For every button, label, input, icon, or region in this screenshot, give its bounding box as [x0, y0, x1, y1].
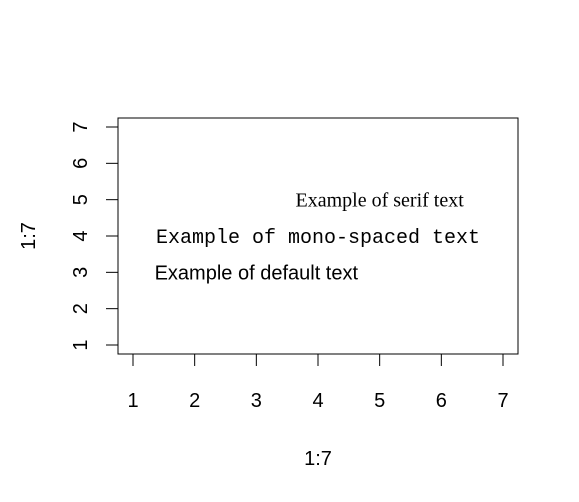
- y-tick-label: 1: [70, 339, 92, 350]
- annotations: Example of default text Example of mono-s…: [155, 190, 480, 285]
- y-tick-label: 6: [70, 158, 92, 169]
- x-tick-label: 6: [436, 390, 447, 412]
- y-tick-label: 3: [70, 267, 92, 278]
- y-tick-label: 4: [70, 230, 92, 241]
- x-tick-label: 5: [374, 390, 385, 412]
- x-tick-label: 3: [251, 390, 262, 412]
- y-axis: 1 2 3 4 5 6 7: [70, 121, 119, 351]
- y-axis-title: 1:7: [18, 222, 40, 250]
- annotation-sans-text: Example of default text: [155, 262, 359, 284]
- x-tick-label: 7: [497, 390, 508, 412]
- y-tick-label: 2: [70, 303, 92, 314]
- x-tick-label: 1: [127, 390, 138, 412]
- x-axis: 1 2 3 4 5 6 7: [127, 353, 509, 412]
- x-tick-label: 2: [189, 390, 200, 412]
- annotation-serif-text: Example of serif text: [296, 190, 465, 212]
- x-tick-label: 4: [312, 390, 323, 412]
- x-axis-title: 1:7: [304, 448, 332, 470]
- annotation-mono-text: Example of mono-spaced text: [156, 227, 480, 250]
- y-tick-label: 5: [70, 194, 92, 205]
- y-tick-label: 7: [70, 121, 92, 132]
